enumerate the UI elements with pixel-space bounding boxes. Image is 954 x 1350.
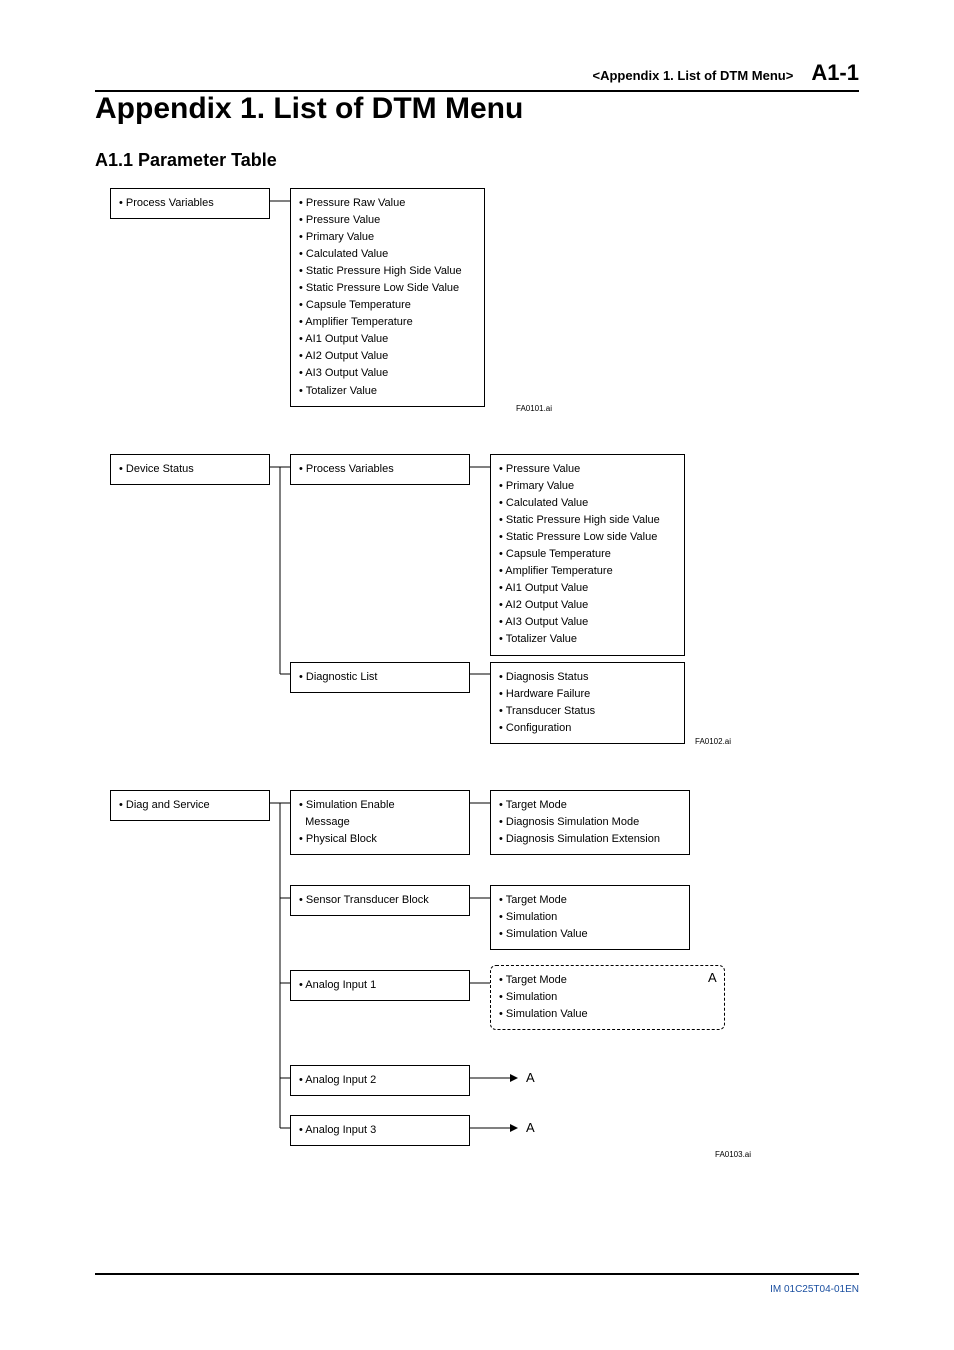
document-id: IM 01C25T04-01EN <box>770 1284 859 1295</box>
fig1-items: • Pressure Raw Value • Pressure Value • … <box>290 188 485 407</box>
figure-1: • Process Variables • Pressure Raw Value… <box>110 188 730 418</box>
fig2-root: • Device Status <box>110 454 270 485</box>
list-item: • AI1 Output Value <box>499 580 676 597</box>
list-item: • AI3 Output Value <box>299 365 476 382</box>
fig1-caption: FA0101.ai <box>516 404 552 413</box>
figure-2: • Device Status • Process Variables • Pr… <box>110 454 770 774</box>
list-item: • AI2 Output Value <box>299 348 476 365</box>
footer-rule <box>95 1273 859 1275</box>
list-item: • Diagnosis Simulation Extension <box>499 831 681 848</box>
heading-1: Appendix 1. List of DTM Menu <box>95 92 523 126</box>
list-item: • Target Mode <box>499 797 681 814</box>
fig3-root: • Diag and Service <box>110 790 270 821</box>
list-item: • Simulation Value <box>499 926 681 943</box>
list-item: • Static Pressure Low side Value <box>499 529 676 546</box>
list-item: • Hardware Failure <box>499 686 676 703</box>
list-item: • AI2 Output Value <box>499 597 676 614</box>
fig3-leaf3-dashed: • Target Mode • Simulation • Simulation … <box>490 965 725 1030</box>
list-item: • Amplifier Temperature <box>499 563 676 580</box>
fig3-mid3: • Analog Input 1 <box>290 970 470 1001</box>
fig3-mid1: • Simulation Enable Message • Physical B… <box>290 790 470 855</box>
list-item: • Calculated Value <box>299 246 476 263</box>
fig3-arrow-a-1: A <box>526 1070 535 1085</box>
list-item: • Target Mode <box>499 972 716 989</box>
list-item: • Simulation Enable <box>299 797 461 814</box>
list-item: • Transducer Status <box>499 703 676 720</box>
fig2-leaf1: • Pressure Value • Primary Value • Calcu… <box>490 454 685 656</box>
list-item: Message <box>299 814 461 831</box>
list-item: • Static Pressure High Side Value <box>299 263 476 280</box>
figure-3: • Diag and Service • Simulation Enable M… <box>110 790 790 1190</box>
list-item: • Totalizer Value <box>499 631 676 648</box>
list-item: • Target Mode <box>499 892 681 909</box>
list-item: • Pressure Value <box>499 461 676 478</box>
fig2-mid1: • Process Variables <box>290 454 470 485</box>
list-item: • Capsule Temperature <box>299 297 476 314</box>
list-item: • AI3 Output Value <box>499 614 676 631</box>
fig3-mid2: • Sensor Transducer Block <box>290 885 470 916</box>
list-item: • Amplifier Temperature <box>299 314 476 331</box>
arrow-icon <box>510 1074 518 1082</box>
fig3-leaf2: • Target Mode • Simulation • Simulation … <box>490 885 690 950</box>
list-item: • Pressure Value <box>299 212 476 229</box>
fig3-arrow-a-2: A <box>526 1120 535 1135</box>
list-item: • Primary Value <box>499 478 676 495</box>
heading-2: A1.1 Parameter Table <box>95 150 277 171</box>
fig1-root: • Process Variables <box>110 188 270 219</box>
fig3-caption: FA0103.ai <box>715 1150 751 1159</box>
fig3-mid4: • Analog Input 2 <box>290 1065 470 1096</box>
list-item: • Physical Block <box>299 831 461 848</box>
list-item: • Primary Value <box>299 229 476 246</box>
list-item: • Capsule Temperature <box>499 546 676 563</box>
fig3-mid5: • Analog Input 3 <box>290 1115 470 1146</box>
list-item: • Static Pressure Low Side Value <box>299 280 476 297</box>
list-item: • Configuration <box>499 720 676 737</box>
fig3-leaf1: • Target Mode • Diagnosis Simulation Mod… <box>490 790 690 855</box>
list-item: • Simulation <box>499 989 716 1006</box>
arrow-icon <box>510 1124 518 1132</box>
list-item: • Pressure Raw Value <box>299 195 476 212</box>
list-item: • AI1 Output Value <box>299 331 476 348</box>
page-header: <Appendix 1. List of DTM Menu> A1-1 <box>95 60 859 92</box>
fig2-leaf2: • Diagnosis Status • Hardware Failure • … <box>490 662 685 744</box>
list-item: • Simulation Value <box>499 1006 716 1023</box>
page-number: A1-1 <box>811 60 859 86</box>
list-item: • Totalizer Value <box>299 383 476 400</box>
list-item: • Simulation <box>499 909 681 926</box>
list-item: • Diagnosis Status <box>499 669 676 686</box>
list-item: • Static Pressure High side Value <box>499 512 676 529</box>
fig3-label-a: A <box>708 970 717 985</box>
header-title: <Appendix 1. List of DTM Menu> <box>593 68 794 83</box>
list-item: • Calculated Value <box>499 495 676 512</box>
list-item: • Diagnosis Simulation Mode <box>499 814 681 831</box>
fig2-mid2: • Diagnostic List <box>290 662 470 693</box>
fig2-caption: FA0102.ai <box>695 737 731 746</box>
